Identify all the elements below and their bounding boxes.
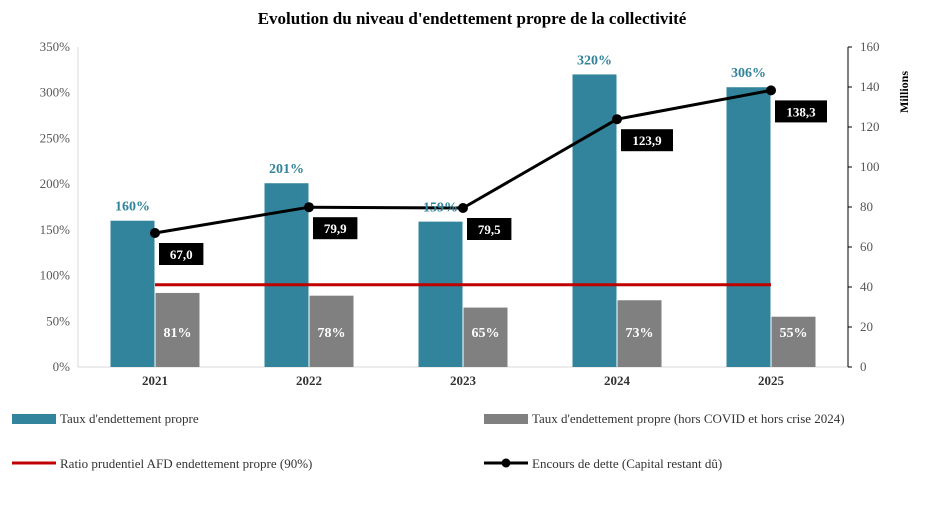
- bar-label-taux-hors-covid: 65%: [472, 326, 500, 341]
- label-box-encours-dette: [467, 218, 512, 240]
- y-axis-right-label: Millions: [897, 71, 911, 113]
- label-box-encours-dette: [313, 217, 358, 240]
- legend-label-taux-endettement: Taux d'endettement propre: [60, 411, 199, 426]
- legend: Taux d'endettement propre Taux d'endettem…: [12, 411, 845, 471]
- bar-taux-hors-covid: [463, 307, 508, 367]
- x-tick: 2021: [142, 373, 168, 388]
- bar-label-taux-hors-covid: 81%: [164, 326, 192, 341]
- legend-swatch-taux-hors-covid: [484, 414, 528, 424]
- bar-taux-hors-covid: [771, 316, 816, 367]
- point-encours-dette: [766, 85, 776, 96]
- y-tick-right: 20: [860, 319, 873, 334]
- bars: [110, 74, 816, 367]
- label-encours-dette: 67,0: [170, 247, 193, 262]
- label-encours-dette: 138,3: [786, 104, 816, 119]
- y-tick-left: 350%: [40, 39, 71, 54]
- bar-label-taux-hors-covid: 55%: [780, 326, 808, 341]
- y-tick-left: 200%: [40, 176, 71, 191]
- label-encours-dette: 79,5: [478, 222, 501, 237]
- y-tick-left: 0%: [53, 359, 71, 374]
- label-box-encours-dette: [621, 129, 673, 152]
- data-labels: 160% 81% 201% 78% 159% 65% 320% 73% 306% 55% 67,0 7…: [115, 53, 827, 341]
- y-tick-right: 60: [860, 239, 873, 254]
- bar-label-taux-endettement: 320%: [577, 53, 612, 68]
- legend-label-ratio-prudentiel: Ratio prudentiel AFD endettement propre …: [60, 456, 312, 471]
- lines: [150, 85, 776, 287]
- bar-label-taux-hors-covid: 73%: [626, 326, 654, 341]
- legend-label-taux-hors-covid: Taux d'endettement propre (hors COVID et…: [532, 411, 845, 426]
- axes: 0% 50% 100% 150% 200% 250% 300% 350% 0 20 40 60 80 10…: [40, 39, 911, 388]
- x-tick: 2025: [758, 373, 785, 388]
- bar-taux-hors-covid: [155, 292, 200, 367]
- x-tick: 2024: [604, 373, 631, 388]
- label-box-encours-dette: [775, 100, 827, 123]
- bar-taux-endettement: [726, 87, 771, 367]
- bar-taux-endettement: [418, 221, 463, 367]
- chart-title: Evolution du niveau d'endettement propre…: [258, 9, 687, 28]
- y-tick-left: 300%: [40, 85, 71, 100]
- y-tick-left: 150%: [40, 222, 71, 237]
- y-tick-right: 100: [860, 159, 880, 174]
- legend-label-encours-dette: Encours de dette (Capital restant dû): [532, 456, 722, 471]
- x-tick: 2023: [450, 373, 477, 388]
- bar-label-taux-hors-covid: 78%: [318, 326, 346, 341]
- x-tick: 2022: [296, 373, 322, 388]
- y-tick-right: 120: [860, 119, 880, 134]
- point-encours-dette: [150, 228, 160, 238]
- bar-label-taux-endettement: 201%: [269, 162, 304, 177]
- y-tick-right: 160: [860, 39, 880, 54]
- bar-label-taux-endettement: 160%: [115, 200, 150, 215]
- bar-label-taux-endettement: 159%: [423, 201, 458, 216]
- label-box-encours-dette: [159, 243, 204, 265]
- label-encours-dette: 123,9: [632, 133, 662, 148]
- y-tick-right: 0: [860, 359, 867, 374]
- label-encours-dette: 79,9: [324, 221, 347, 236]
- y-tick-right: 140: [860, 79, 880, 94]
- y-tick-left: 250%: [40, 130, 71, 145]
- bar-taux-endettement: [110, 220, 155, 367]
- y-tick-right: 80: [860, 199, 873, 214]
- bar-taux-endettement: [572, 74, 617, 367]
- y-tick-left: 50%: [46, 313, 70, 328]
- point-encours-dette: [304, 202, 314, 213]
- y-tick-right: 40: [860, 279, 873, 294]
- legend-swatch-taux-endettement: [12, 414, 56, 424]
- legend-marker-encours-dette: [501, 458, 511, 468]
- point-encours-dette: [458, 203, 468, 213]
- bar-taux-hors-covid: [617, 300, 662, 367]
- y-tick-left: 100%: [40, 268, 71, 283]
- bar-label-taux-endettement: 306%: [731, 66, 766, 81]
- point-encours-dette: [612, 114, 622, 125]
- bar-taux-hors-covid: [309, 295, 354, 367]
